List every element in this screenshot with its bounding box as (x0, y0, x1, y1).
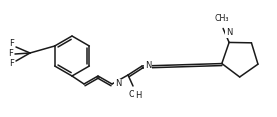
Text: N: N (226, 28, 232, 37)
Text: F: F (10, 60, 14, 68)
Text: OH: OH (127, 91, 140, 100)
Text: N: N (145, 60, 151, 69)
Text: F: F (10, 40, 14, 49)
Text: N: N (115, 79, 121, 88)
Text: H: H (135, 91, 141, 100)
Text: CH₃: CH₃ (215, 14, 229, 23)
Text: F: F (9, 49, 14, 58)
Text: O: O (129, 90, 135, 99)
